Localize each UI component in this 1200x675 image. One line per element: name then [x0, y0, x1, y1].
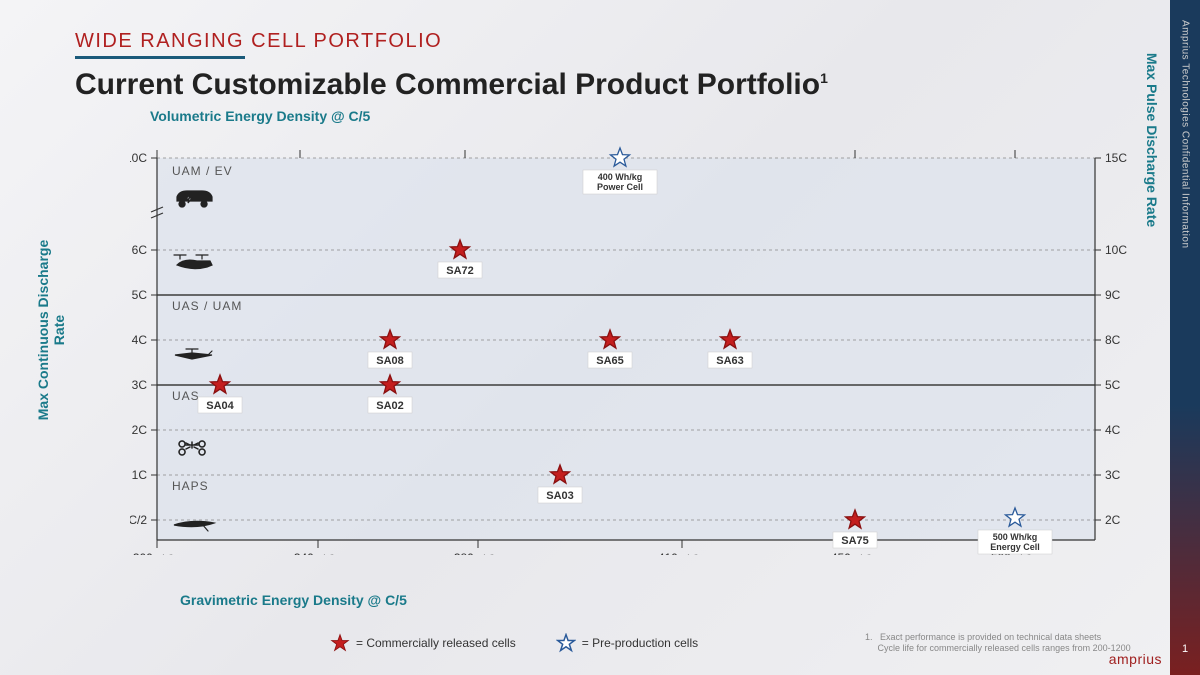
- svg-text:15C: 15C: [1105, 151, 1127, 165]
- page-title-footnote-ref: 1: [820, 70, 828, 86]
- svg-text:UAS: UAS: [172, 389, 200, 403]
- legend-released: = Commercially released cells: [330, 633, 516, 653]
- svg-text:1C: 1C: [132, 468, 148, 482]
- svg-text:4C: 4C: [132, 333, 148, 347]
- section-title: WIDE RANGING CELL PORTFOLIO: [75, 30, 442, 53]
- svg-text:10C: 10C: [1105, 243, 1127, 257]
- svg-text:UAM / EV: UAM / EV: [172, 164, 233, 178]
- page-title-text: Current Customizable Commercial Product …: [75, 68, 820, 101]
- svg-text:450Wh/kg: 450Wh/kg: [831, 551, 879, 555]
- axis-label-right: Max Pulse Discharge Rate: [1144, 40, 1160, 240]
- star-icon-released: [330, 633, 350, 653]
- svg-text:2C: 2C: [1105, 513, 1121, 527]
- legend-pre: = Pre-production cells: [556, 633, 698, 653]
- star-icon-pre: [556, 633, 576, 653]
- svg-text:SA03: SA03: [546, 490, 574, 502]
- legend-released-text: = Commercially released cells: [356, 636, 516, 650]
- axis-label-bottom: Gravimetric Energy Density @ C/5: [180, 592, 407, 608]
- slide: Amprius Technologies Confidential Inform…: [0, 0, 1200, 675]
- svg-text:SA02: SA02: [376, 400, 404, 412]
- axis-label-top: Volumetric Energy Density @ C/5: [150, 108, 370, 124]
- svg-text:5C: 5C: [1105, 378, 1121, 392]
- svg-text:Power Cell: Power Cell: [597, 182, 643, 192]
- footnote-line1: Exact performance is provided on technic…: [880, 632, 1101, 642]
- sidebar-confidential-text: Amprius Technologies Confidential Inform…: [1180, 20, 1191, 249]
- svg-text:10C: 10C: [130, 151, 147, 165]
- svg-text:3C: 3C: [132, 378, 148, 392]
- svg-text:800Wh/l: 800Wh/l: [445, 145, 485, 147]
- sidebar-right: Amprius Technologies Confidential Inform…: [1170, 0, 1200, 675]
- svg-text:HAPS: HAPS: [172, 479, 209, 493]
- svg-text:SA63: SA63: [716, 355, 744, 367]
- svg-text:6C: 6C: [132, 243, 148, 257]
- footnote-line2: Cycle life for commercially released cel…: [878, 643, 1131, 653]
- svg-text:340Wh/kg: 340Wh/kg: [294, 551, 342, 555]
- svg-text:C/2: C/2: [130, 513, 147, 527]
- svg-text:410Wh/kg: 410Wh/kg: [658, 551, 706, 555]
- chart-svg: 600Wh/l700Wh/l800Wh/l900Wh/l1100Wh/l1300…: [130, 145, 1130, 555]
- svg-text:Energy Cell: Energy Cell: [990, 542, 1040, 552]
- portfolio-chart: 600Wh/l700Wh/l800Wh/l900Wh/l1100Wh/l1300…: [130, 145, 1130, 555]
- page-title: Current Customizable Commercial Product …: [75, 68, 828, 102]
- section-title-underline: [75, 56, 245, 59]
- svg-text:1300Wh/l: 1300Wh/l: [992, 145, 1039, 147]
- page-number: 1: [1182, 643, 1188, 655]
- svg-text:300Wh/kg: 300Wh/kg: [133, 551, 181, 555]
- svg-text:700Wh/l: 700Wh/l: [280, 145, 320, 147]
- legend-pre-text: = Pre-production cells: [582, 636, 698, 650]
- svg-text:3C: 3C: [1105, 468, 1121, 482]
- svg-text:500 Wh/kg: 500 Wh/kg: [993, 532, 1038, 542]
- svg-text:380Wh/kg: 380Wh/kg: [454, 551, 502, 555]
- svg-text:9C: 9C: [1105, 288, 1121, 302]
- svg-text:600Wh/l: 600Wh/l: [137, 145, 177, 147]
- footnote: 1. Exact performance is provided on tech…: [865, 632, 1145, 655]
- axis-label-left: Max Continuous Discharge Rate: [35, 230, 67, 430]
- footnote-num: 1.: [865, 632, 873, 642]
- svg-text:1100Wh/l: 1100Wh/l: [832, 145, 878, 147]
- svg-text:4C: 4C: [1105, 423, 1121, 437]
- svg-text:UAS / UAM: UAS / UAM: [172, 299, 242, 313]
- svg-text:400 Wh/kg: 400 Wh/kg: [598, 172, 643, 182]
- svg-text:SA08: SA08: [376, 355, 404, 367]
- svg-text:SA65: SA65: [596, 355, 624, 367]
- svg-text:SA75: SA75: [841, 535, 869, 547]
- svg-text:SA72: SA72: [446, 265, 474, 277]
- svg-text:5C: 5C: [132, 288, 148, 302]
- svg-text:SA04: SA04: [206, 400, 234, 412]
- svg-text:8C: 8C: [1105, 333, 1121, 347]
- svg-text:2C: 2C: [132, 423, 148, 437]
- legend: = Commercially released cells = Pre-prod…: [330, 633, 698, 653]
